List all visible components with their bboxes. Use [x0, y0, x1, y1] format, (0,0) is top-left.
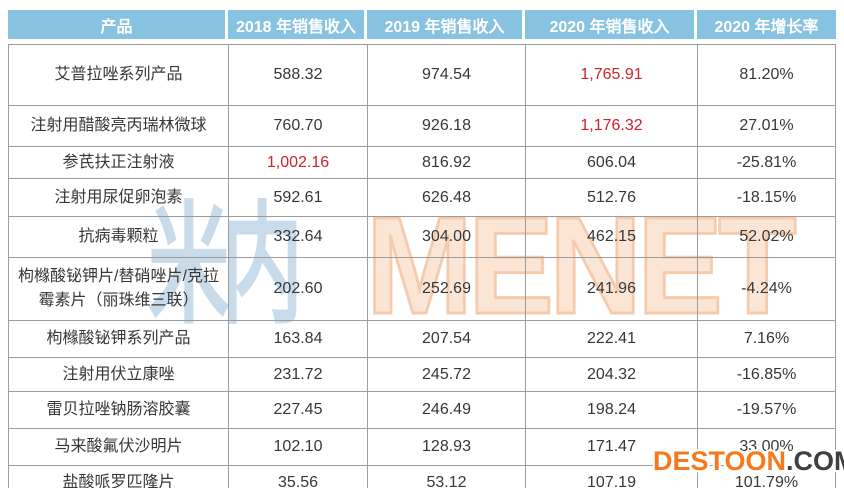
table-row: 枸橼酸铋钾系列产品 163.84 207.54 222.41 7.16%	[8, 320, 836, 357]
table-row: 注射用尿促卵泡素 592.61 626.48 512.76 -18.15%	[8, 178, 836, 216]
product-name-cell: 注射用醋酸亮丙瑞林微球	[8, 105, 228, 146]
revenue-2020-cell: 606.04	[525, 146, 697, 178]
product-name-cell: 注射用尿促卵泡素	[8, 178, 228, 216]
revenue-2019-cell: 207.54	[367, 320, 525, 357]
revenue-2018-cell: 102.10	[228, 428, 367, 465]
growth-2020-cell: 52.02%	[697, 216, 836, 257]
table-row: 抗病毒颗粒 332.64 304.00 462.15 52.02%	[8, 216, 836, 257]
revenue-2018-cell: 760.70	[228, 105, 367, 146]
growth-2020-cell: -18.15%	[697, 178, 836, 216]
header-2019-revenue: 2019 年销售收入	[367, 10, 525, 44]
table-body: 艾普拉唑系列产品 588.32 974.54 1,765.91 81.20% 注…	[8, 44, 836, 488]
product-name-cell: 马来酸氟伏沙明片	[8, 428, 228, 465]
revenue-2019-cell: 246.49	[367, 391, 525, 428]
revenue-2018-cell: 231.72	[228, 357, 367, 391]
growth-2020-cell: 81.20%	[697, 44, 836, 105]
growth-2020-cell: -4.24%	[697, 257, 836, 320]
table-row: 艾普拉唑系列产品 588.32 974.54 1,765.91 81.20%	[8, 44, 836, 105]
revenue-2020-cell: 462.15	[525, 216, 697, 257]
revenue-2019-cell: 304.00	[367, 216, 525, 257]
product-name-cell: 雷贝拉唑钠肠溶胶囊	[8, 391, 228, 428]
table-row: 注射用伏立康唑 231.72 245.72 204.32 -16.85%	[8, 357, 836, 391]
table-row: 注射用醋酸亮丙瑞林微球 760.70 926.18 1,176.32 27.01…	[8, 105, 836, 146]
revenue-2018-cell: 35.56	[228, 465, 367, 488]
product-name-cell: 枸橼酸铋钾片/替硝唑片/克拉霉素片（丽珠维三联）	[8, 257, 228, 320]
growth-2020-cell: -25.81%	[697, 146, 836, 178]
table-header: 产品 2018 年销售收入 2019 年销售收入 2020 年销售收入 2020…	[8, 10, 836, 44]
growth-2020-cell: -16.85%	[697, 357, 836, 391]
header-row: 产品 2018 年销售收入 2019 年销售收入 2020 年销售收入 2020…	[8, 10, 836, 44]
table-row: 马来酸氟伏沙明片 102.10 128.93 171.47 33.00%	[8, 428, 836, 465]
header-2018-revenue: 2018 年销售收入	[228, 10, 367, 44]
revenue-2019-cell: 128.93	[367, 428, 525, 465]
revenue-2020-cell: 1,765.91	[525, 44, 697, 105]
table-row: 盐酸哌罗匹隆片 35.56 53.12 107.19 101.79%	[8, 465, 836, 488]
revenue-2018-cell: 227.45	[228, 391, 367, 428]
revenue-2019-cell: 926.18	[367, 105, 525, 146]
product-name-cell: 注射用伏立康唑	[8, 357, 228, 391]
revenue-2019-cell: 252.69	[367, 257, 525, 320]
revenue-2020-cell: 241.96	[525, 257, 697, 320]
revenue-2019-cell: 245.72	[367, 357, 525, 391]
revenue-2019-cell: 626.48	[367, 178, 525, 216]
product-name-cell: 参芪扶正注射液	[8, 146, 228, 178]
table-row: 雷贝拉唑钠肠溶胶囊 227.45 246.49 198.24 -19.57%	[8, 391, 836, 428]
product-name-cell: 盐酸哌罗匹隆片	[8, 465, 228, 488]
revenue-2019-cell: 53.12	[367, 465, 525, 488]
growth-2020-cell: 7.16%	[697, 320, 836, 357]
revenue-2018-cell: 592.61	[228, 178, 367, 216]
table-row: 枸橼酸铋钾片/替硝唑片/克拉霉素片（丽珠维三联） 202.60 252.69 2…	[8, 257, 836, 320]
product-name-cell: 抗病毒颗粒	[8, 216, 228, 257]
growth-2020-cell: 27.01%	[697, 105, 836, 146]
revenue-2020-cell: 204.32	[525, 357, 697, 391]
header-2020-revenue: 2020 年销售收入	[525, 10, 697, 44]
revenue-2019-cell: 974.54	[367, 44, 525, 105]
growth-2020-cell: 101.79%	[697, 465, 836, 488]
header-product: 产品	[8, 10, 228, 44]
revenue-2018-cell: 332.64	[228, 216, 367, 257]
growth-2020-cell: 33.00%	[697, 428, 836, 465]
header-2020-growth: 2020 年增长率	[697, 10, 836, 44]
revenue-2020-cell: 198.24	[525, 391, 697, 428]
sales-table-container: 产品 2018 年销售收入 2019 年销售收入 2020 年销售收入 2020…	[8, 10, 836, 488]
revenue-2018-cell: 588.32	[228, 44, 367, 105]
revenue-2018-cell: 163.84	[228, 320, 367, 357]
revenue-2020-cell: 1,176.32	[525, 105, 697, 146]
revenue-2020-cell: 512.76	[525, 178, 697, 216]
revenue-2020-cell: 107.19	[525, 465, 697, 488]
product-sales-table: 产品 2018 年销售收入 2019 年销售收入 2020 年销售收入 2020…	[8, 10, 836, 488]
revenue-2018-cell: 1,002.16	[228, 146, 367, 178]
revenue-2019-cell: 816.92	[367, 146, 525, 178]
growth-2020-cell: -19.57%	[697, 391, 836, 428]
revenue-2018-cell: 202.60	[228, 257, 367, 320]
product-name-cell: 艾普拉唑系列产品	[8, 44, 228, 105]
product-name-cell: 枸橼酸铋钾系列产品	[8, 320, 228, 357]
table-row: 参芪扶正注射液 1,002.16 816.92 606.04 -25.81%	[8, 146, 836, 178]
revenue-2020-cell: 222.41	[525, 320, 697, 357]
revenue-2020-cell: 171.47	[525, 428, 697, 465]
